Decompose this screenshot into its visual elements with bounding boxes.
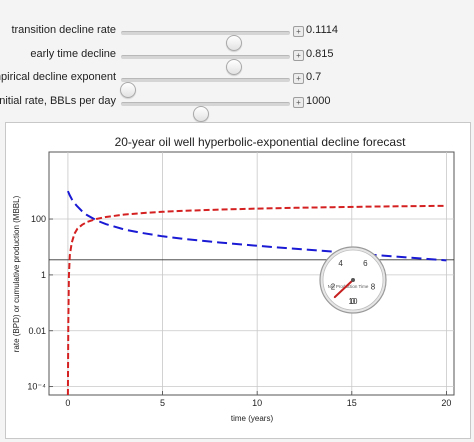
slider-thumb[interactable]: [225, 35, 242, 51]
gauge-needle: [333, 279, 354, 299]
series-line: [66, 204, 447, 396]
control-row-initial-rate: initial rate, BBLs per day + 1000: [0, 92, 474, 122]
y-tick-label: 0.01: [28, 326, 46, 336]
x-tick-label: 15: [347, 398, 357, 408]
gauge-tick-label: 8: [371, 282, 376, 291]
transition-decline-rate-slider[interactable]: [121, 31, 290, 51]
grid-lines: [49, 152, 454, 395]
expand-plus-icon[interactable]: +: [293, 26, 304, 37]
control-value: 0.1114: [306, 24, 339, 36]
empirical-decline-exponent-slider[interactable]: [120, 78, 290, 98]
control-value: 1000: [306, 95, 331, 107]
gauge-label: Net Production Time: [328, 284, 369, 289]
initial-rate-slider[interactable]: [121, 102, 290, 122]
chart-title: 20-year oil well hyperbolic-exponential …: [115, 135, 406, 149]
control-label: early time decline: [30, 48, 116, 60]
x-axis-label: time (years): [231, 414, 274, 423]
slider-thumb[interactable]: [193, 106, 210, 122]
expand-plus-icon[interactable]: +: [293, 50, 304, 61]
control-label: initial rate, BBLs per day: [0, 95, 116, 107]
gauge-tick-label: 6: [363, 259, 368, 268]
decline-chart: 20-year oil well hyperbolic-exponential …: [12, 135, 455, 423]
x-tick-label: 10: [252, 398, 262, 408]
plot-panel: 20-year oil well hyperbolic-exponential …: [5, 122, 471, 439]
gauge-hub: [351, 278, 355, 282]
y-tick-label: 1: [41, 270, 46, 280]
expand-plus-icon[interactable]: +: [293, 73, 304, 84]
y-axis-label: rate (BPD) or cumulative production (MBB…: [12, 195, 21, 352]
control-value: 0.815: [306, 48, 334, 60]
series-lines: [66, 190, 447, 396]
control-row-early-time-decline: early time decline + 0.815: [0, 45, 474, 75]
control-row-transition-decline-rate: transition decline rate + 0.1114: [0, 21, 474, 51]
control-label: transition decline rate: [11, 24, 116, 36]
slider-thumb[interactable]: [225, 59, 242, 75]
y-tick-label: 10⁻⁴: [27, 382, 46, 392]
x-tick-label: 0: [65, 398, 70, 408]
control-value: 0.7: [306, 71, 322, 83]
expand-plus-icon[interactable]: +: [293, 97, 304, 108]
x-tick-label: 20: [441, 398, 451, 408]
gauge-tick-label: 4: [338, 259, 343, 268]
gauge-tick-label: 10: [349, 297, 358, 306]
controls-panel: transition decline rate + 0.1114 early t…: [0, 0, 474, 122]
production-time-gauge[interactable]: 0 2 4 6 8 10 Net Production Time: [319, 246, 387, 314]
gauge-tick-label: 0: [351, 297, 356, 306]
slider-thumb[interactable]: [120, 82, 136, 98]
control-row-empirical-decline-exponent: empirical decline exponent + 0.7: [0, 68, 474, 98]
gauge-tick-label: 2: [331, 282, 336, 291]
plot-frame: [48, 151, 455, 396]
x-tick-label: 5: [160, 398, 165, 408]
y-tick-label: 100: [31, 214, 46, 224]
early-time-decline-slider[interactable]: [121, 55, 290, 75]
control-label: empirical decline exponent: [0, 71, 116, 83]
